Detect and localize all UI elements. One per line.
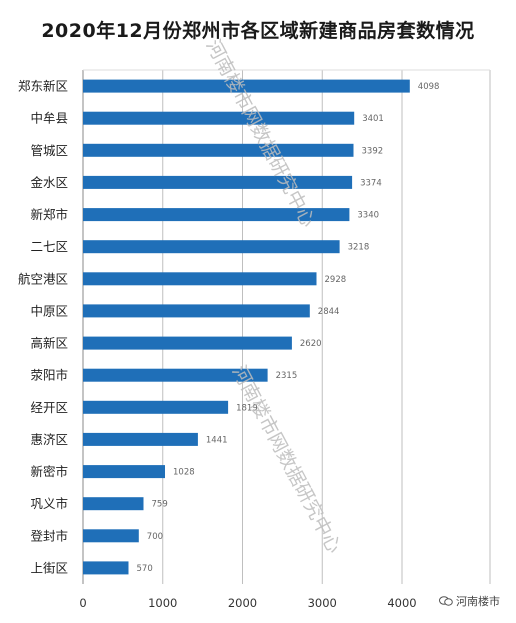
value-label: 3374 xyxy=(360,178,382,188)
category-label: 航空港区 xyxy=(18,271,68,286)
watermark-lower: 河南楼市网数据研究中心 xyxy=(228,362,346,557)
bar xyxy=(83,336,292,350)
x-tick-label: 2000 xyxy=(228,596,257,610)
brand-badge: 河南楼市 xyxy=(439,593,500,609)
bar xyxy=(83,272,317,286)
bar xyxy=(83,111,355,125)
watermark-upper: 河南楼市网数据研究中心 xyxy=(202,36,320,231)
bars xyxy=(83,79,410,575)
value-label: 2844 xyxy=(318,307,340,317)
category-label: 金水区 xyxy=(30,175,68,190)
value-label: 1028 xyxy=(173,468,195,478)
x-tick-label: 4000 xyxy=(387,596,416,610)
x-tick-label: 0 xyxy=(79,596,86,610)
x-tick-label: 1000 xyxy=(148,596,177,610)
category-label: 新郑市 xyxy=(30,207,68,222)
category-label: 新密市 xyxy=(30,464,68,479)
bar xyxy=(83,208,350,222)
value-labels: 4098 3401 3392 3374 3340 3218 2928 2844 2620 2315… xyxy=(137,82,440,574)
category-label: 二七区 xyxy=(30,239,68,254)
bar xyxy=(83,368,268,382)
category-label: 荥阳市 xyxy=(30,368,68,383)
bar xyxy=(83,497,144,511)
value-label: 2315 xyxy=(276,371,298,381)
bar xyxy=(83,400,229,414)
value-label: 570 xyxy=(137,564,153,574)
x-axis-ticks: 0 1000 2000 3000 4000 xyxy=(79,596,416,610)
value-label: 1441 xyxy=(206,435,228,445)
bar xyxy=(83,79,410,93)
value-label: 3340 xyxy=(357,211,379,221)
value-label: 2928 xyxy=(325,275,347,285)
category-label: 中原区 xyxy=(30,303,68,318)
bar xyxy=(83,175,353,189)
category-label: 中牟县 xyxy=(30,111,68,126)
value-label: 700 xyxy=(147,532,163,542)
value-label: 3218 xyxy=(348,243,370,253)
category-label: 郑东新区 xyxy=(18,79,68,94)
value-label: 1819 xyxy=(236,403,258,413)
bar xyxy=(83,432,198,446)
bar xyxy=(83,304,310,318)
bar xyxy=(83,240,340,254)
x-tick-label: 3000 xyxy=(308,596,337,610)
category-label: 惠济区 xyxy=(30,432,68,447)
wechat-icon xyxy=(439,596,453,606)
category-label: 管城区 xyxy=(30,143,68,158)
category-labels: 郑东新区中牟县管城区金水区新郑市二七区航空港区中原区高新区荥阳市经开区惠济区新密… xyxy=(18,79,68,576)
value-label: 3392 xyxy=(362,146,384,156)
bar xyxy=(83,561,129,575)
category-label: 上街区 xyxy=(30,560,68,575)
category-label: 巩义市 xyxy=(30,496,68,511)
bar xyxy=(83,529,139,543)
value-label: 759 xyxy=(152,500,168,510)
bar xyxy=(83,465,165,479)
value-label: 4098 xyxy=(418,82,440,92)
value-label: 2620 xyxy=(300,339,322,349)
category-label: 高新区 xyxy=(30,336,68,351)
bar xyxy=(83,143,354,157)
value-label: 3401 xyxy=(362,114,384,124)
chart-title: 2020年12月份郑州市各区域新建商品房套数情况 xyxy=(41,20,475,42)
category-label: 经开区 xyxy=(30,400,68,415)
brand-text: 河南楼市 xyxy=(456,595,500,608)
category-label: 登封市 xyxy=(30,528,68,543)
